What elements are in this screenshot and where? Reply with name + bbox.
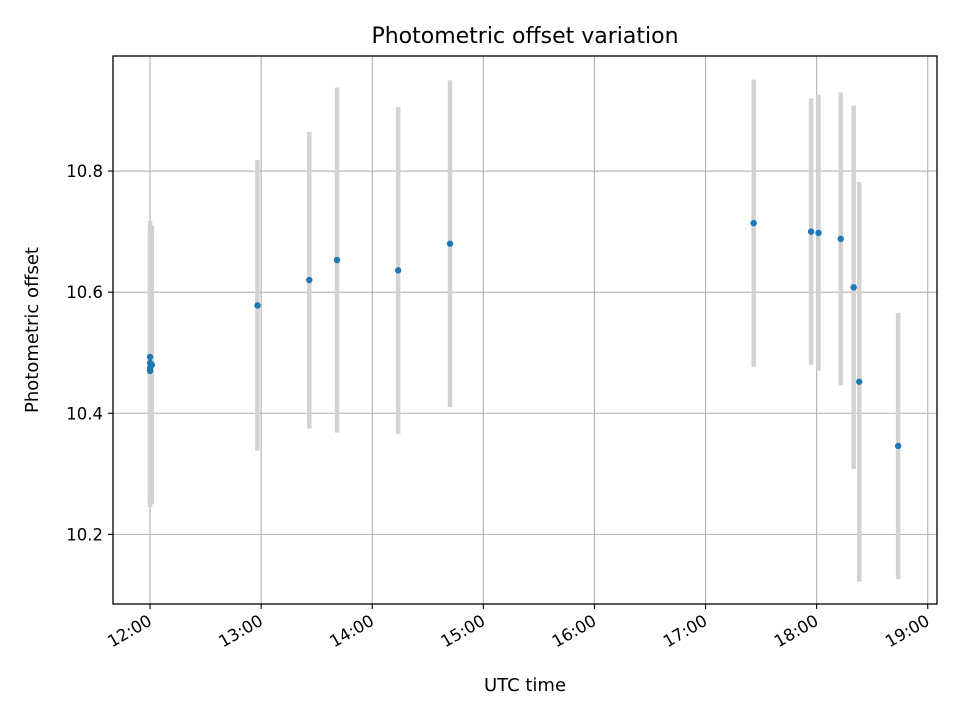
data-point — [850, 284, 857, 291]
data-point — [306, 276, 313, 284]
data-point — [446, 240, 454, 247]
grid-lines — [113, 56, 937, 604]
data-point — [254, 302, 261, 309]
data-point — [807, 228, 815, 235]
plot-frame — [112, 55, 938, 605]
chart-title: Photometric offset variation — [371, 24, 678, 49]
data-point — [394, 267, 402, 274]
data-point — [146, 353, 154, 361]
x-axis-label: UTC time — [484, 675, 566, 696]
data-point — [894, 442, 902, 450]
y-axis-ticks: 10.2 10.4 10.6 10.8 — [66, 162, 113, 544]
data-point — [815, 229, 822, 237]
y-tick-label: 10.8 — [66, 162, 103, 181]
y-tick-label: 10.2 — [66, 525, 103, 544]
data-point — [333, 256, 341, 264]
y-axis-label: Photometric offset — [22, 247, 43, 413]
data-point — [837, 235, 844, 243]
data-point — [750, 219, 757, 227]
data-points — [146, 219, 902, 450]
y-tick-label: 10.4 — [66, 404, 103, 423]
y-tick-label: 10.6 — [66, 283, 103, 302]
data-point — [148, 361, 156, 369]
data-point — [856, 378, 863, 385]
